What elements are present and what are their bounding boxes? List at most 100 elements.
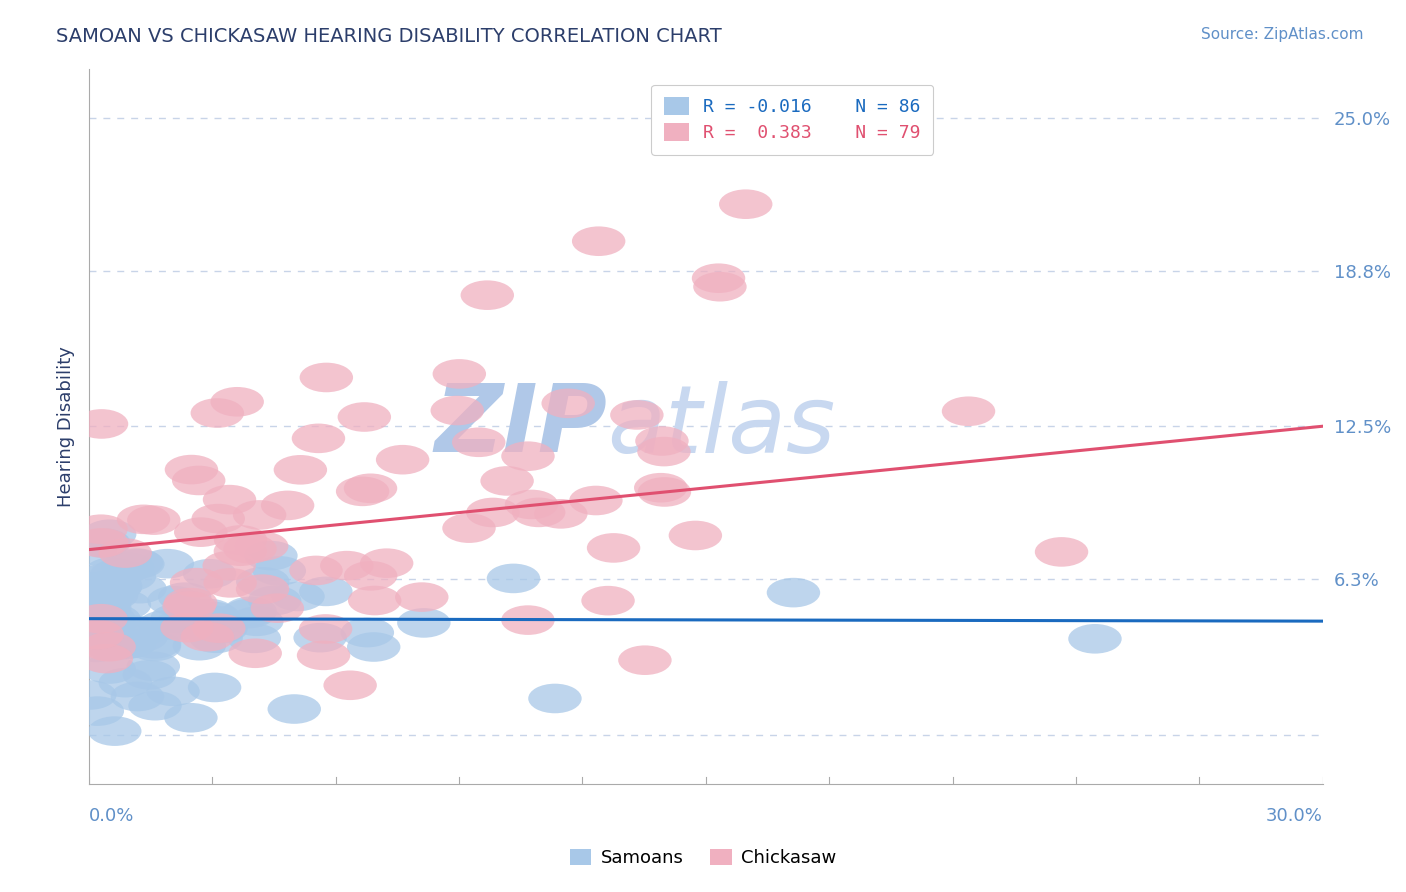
Text: 30.0%: 30.0% (1265, 807, 1323, 825)
Ellipse shape (187, 602, 240, 632)
Ellipse shape (228, 624, 281, 653)
Ellipse shape (247, 586, 301, 615)
Ellipse shape (105, 615, 159, 645)
Ellipse shape (165, 588, 218, 617)
Ellipse shape (80, 583, 134, 613)
Ellipse shape (98, 538, 152, 568)
Ellipse shape (163, 591, 217, 621)
Ellipse shape (572, 227, 626, 256)
Text: ZIP: ZIP (434, 380, 607, 472)
Ellipse shape (83, 632, 136, 662)
Ellipse shape (66, 624, 120, 654)
Ellipse shape (529, 683, 582, 714)
Ellipse shape (636, 426, 689, 456)
Ellipse shape (84, 581, 138, 610)
Ellipse shape (222, 599, 276, 628)
Ellipse shape (114, 574, 167, 604)
Ellipse shape (669, 521, 723, 550)
Ellipse shape (65, 572, 118, 601)
Ellipse shape (271, 582, 325, 611)
Ellipse shape (1035, 537, 1088, 566)
Ellipse shape (290, 556, 343, 585)
Ellipse shape (77, 571, 131, 601)
Ellipse shape (97, 630, 150, 659)
Ellipse shape (146, 676, 200, 706)
Ellipse shape (170, 568, 224, 598)
Ellipse shape (80, 644, 134, 673)
Ellipse shape (188, 673, 242, 702)
Ellipse shape (224, 534, 277, 564)
Ellipse shape (69, 632, 122, 662)
Ellipse shape (160, 613, 214, 642)
Ellipse shape (83, 604, 136, 633)
Ellipse shape (128, 629, 181, 658)
Ellipse shape (75, 528, 128, 558)
Ellipse shape (541, 389, 595, 418)
Ellipse shape (235, 532, 288, 561)
Ellipse shape (344, 561, 398, 591)
Ellipse shape (321, 551, 374, 581)
Ellipse shape (83, 654, 136, 684)
Ellipse shape (336, 476, 389, 506)
Ellipse shape (63, 619, 117, 649)
Ellipse shape (150, 604, 204, 633)
Ellipse shape (224, 597, 277, 626)
Ellipse shape (138, 610, 191, 640)
Ellipse shape (299, 363, 353, 392)
Ellipse shape (229, 639, 283, 668)
Ellipse shape (942, 396, 995, 426)
Ellipse shape (77, 611, 131, 640)
Ellipse shape (344, 474, 398, 503)
Ellipse shape (73, 625, 127, 656)
Ellipse shape (89, 573, 142, 602)
Ellipse shape (75, 409, 128, 439)
Legend: Samoans, Chickasaw: Samoans, Chickasaw (562, 841, 844, 874)
Ellipse shape (66, 623, 120, 652)
Ellipse shape (214, 525, 267, 555)
Ellipse shape (634, 473, 688, 502)
Ellipse shape (299, 615, 353, 644)
Ellipse shape (586, 533, 640, 563)
Ellipse shape (84, 558, 138, 587)
Ellipse shape (202, 485, 256, 515)
Text: atlas: atlas (607, 381, 835, 472)
Ellipse shape (194, 614, 247, 643)
Ellipse shape (89, 571, 142, 600)
Ellipse shape (202, 551, 256, 581)
Ellipse shape (110, 549, 163, 578)
Ellipse shape (183, 559, 236, 589)
Ellipse shape (337, 402, 391, 432)
Ellipse shape (75, 604, 128, 633)
Ellipse shape (115, 616, 169, 646)
Ellipse shape (692, 263, 745, 293)
Ellipse shape (190, 606, 243, 635)
Ellipse shape (98, 591, 152, 620)
Ellipse shape (63, 681, 117, 710)
Ellipse shape (481, 467, 534, 496)
Ellipse shape (165, 455, 218, 484)
Ellipse shape (297, 640, 350, 670)
Ellipse shape (467, 498, 520, 527)
Ellipse shape (766, 578, 820, 607)
Ellipse shape (347, 586, 402, 615)
Ellipse shape (181, 599, 235, 628)
Ellipse shape (610, 401, 664, 430)
Ellipse shape (250, 593, 304, 623)
Ellipse shape (77, 528, 131, 558)
Ellipse shape (637, 437, 690, 467)
Ellipse shape (231, 607, 284, 636)
Ellipse shape (267, 694, 321, 723)
Ellipse shape (430, 396, 484, 425)
Ellipse shape (1069, 624, 1122, 654)
Ellipse shape (174, 517, 228, 547)
Ellipse shape (262, 491, 315, 520)
Ellipse shape (619, 646, 672, 675)
Ellipse shape (89, 716, 142, 746)
Ellipse shape (111, 681, 165, 711)
Ellipse shape (101, 552, 155, 582)
Ellipse shape (111, 549, 165, 579)
Ellipse shape (141, 549, 194, 579)
Ellipse shape (153, 610, 207, 640)
Ellipse shape (347, 632, 401, 662)
Ellipse shape (173, 631, 226, 660)
